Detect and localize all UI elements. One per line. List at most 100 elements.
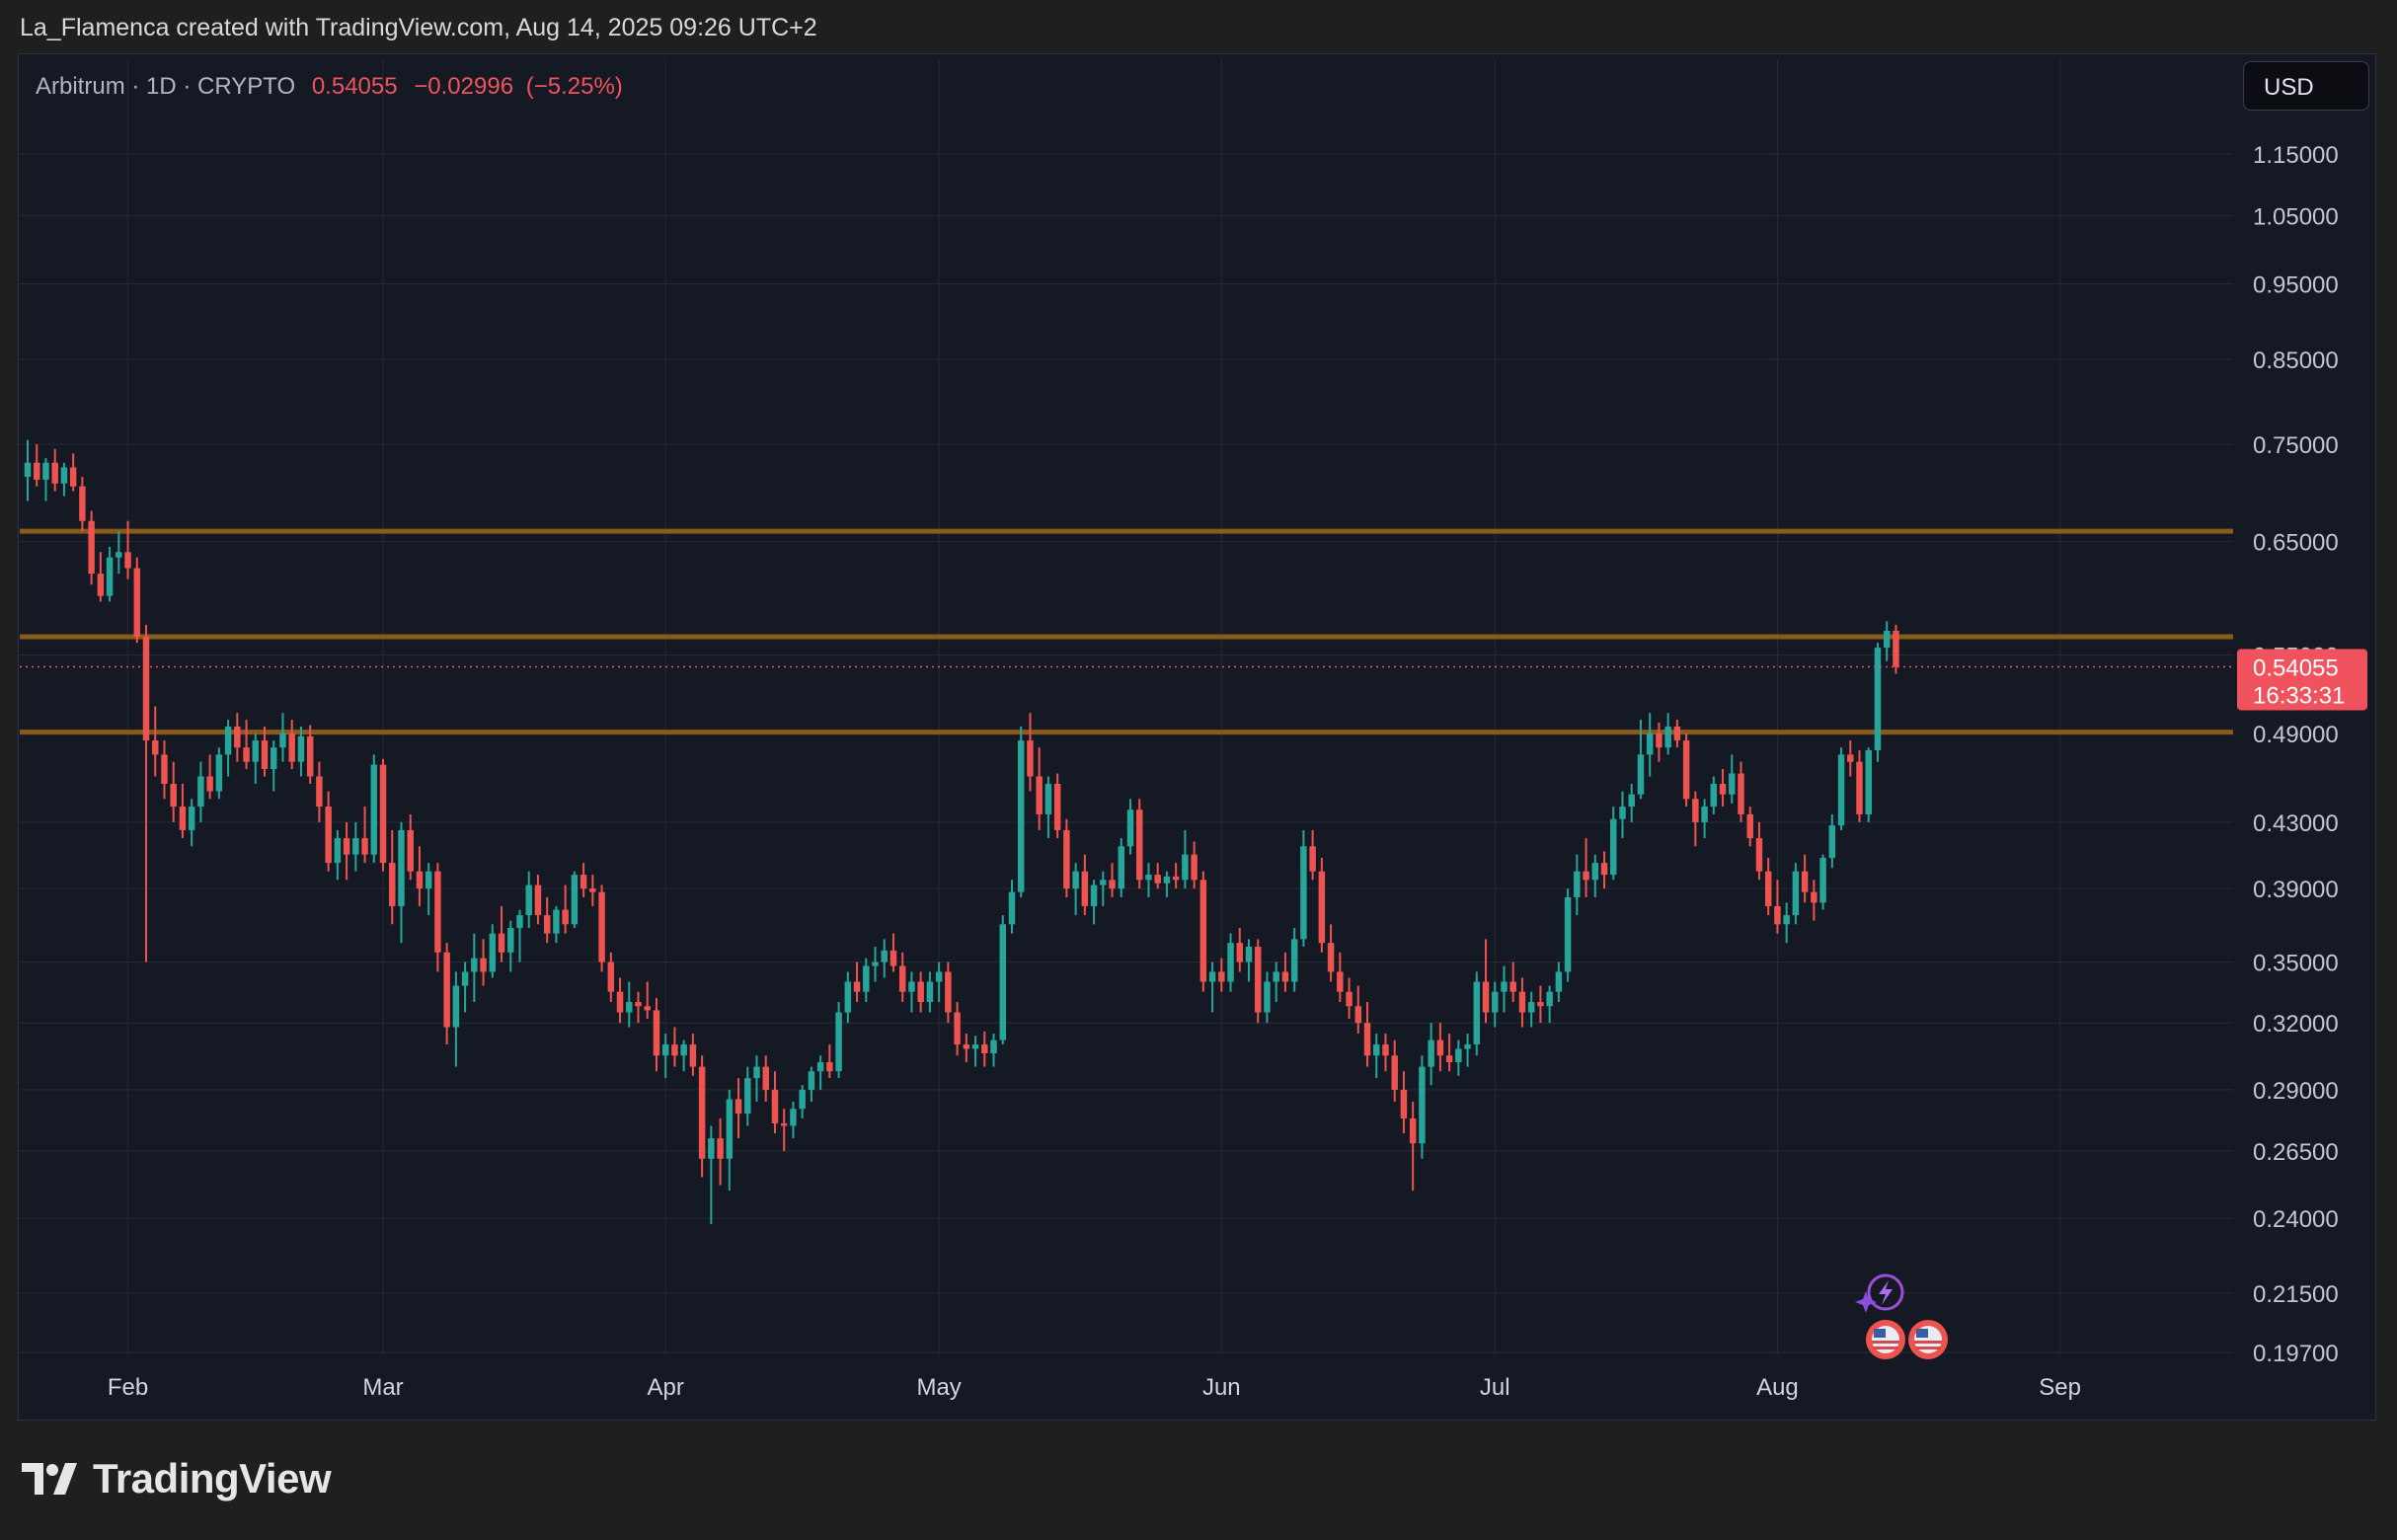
candle[interactable] — [24, 439, 32, 501]
candle[interactable] — [1017, 727, 1025, 897]
candle[interactable] — [835, 1002, 842, 1079]
candle[interactable] — [1774, 880, 1781, 934]
candle[interactable] — [1729, 754, 1736, 804]
candle[interactable] — [1036, 747, 1043, 830]
candle[interactable] — [361, 807, 368, 864]
candle[interactable] — [945, 962, 952, 1024]
candle[interactable] — [1154, 863, 1161, 889]
candle[interactable] — [334, 829, 342, 881]
candle[interactable] — [1391, 1040, 1398, 1102]
candle[interactable] — [1409, 1101, 1417, 1192]
candle[interactable] — [1163, 871, 1171, 897]
candle[interactable] — [661, 1034, 669, 1079]
candle[interactable] — [1746, 807, 1753, 847]
candle[interactable] — [215, 747, 223, 800]
candle[interactable] — [1883, 621, 1891, 661]
candle[interactable] — [1346, 977, 1353, 1019]
candle[interactable] — [1063, 818, 1070, 897]
candle[interactable] — [926, 971, 934, 1013]
candle[interactable] — [1501, 965, 1508, 1013]
candle[interactable] — [1473, 971, 1481, 1056]
candle[interactable] — [1464, 1034, 1471, 1067]
candle[interactable] — [79, 477, 86, 532]
candle[interactable] — [389, 829, 396, 925]
candle[interactable] — [1692, 791, 1699, 847]
candle[interactable] — [425, 863, 432, 916]
candle[interactable] — [206, 754, 213, 800]
candle[interactable] — [507, 920, 514, 972]
candle[interactable] — [197, 761, 204, 822]
candle[interactable] — [1619, 791, 1626, 839]
candle[interactable] — [844, 971, 852, 1024]
candle[interactable] — [935, 962, 943, 1003]
candle[interactable] — [562, 885, 569, 934]
candle[interactable] — [771, 1071, 779, 1134]
candle[interactable] — [1400, 1071, 1408, 1134]
candle[interactable] — [434, 863, 441, 972]
candle[interactable] — [780, 1109, 788, 1151]
candle[interactable] — [990, 1034, 997, 1067]
candle[interactable] — [863, 958, 870, 1003]
candle[interactable] — [1847, 740, 1854, 777]
candle[interactable] — [471, 933, 478, 1003]
candle[interactable] — [516, 909, 523, 962]
currency-button[interactable]: USD — [2243, 61, 2369, 111]
candle[interactable] — [1373, 1034, 1380, 1079]
candle[interactable] — [589, 875, 596, 906]
candle[interactable] — [69, 453, 77, 492]
candle[interactable] — [1719, 769, 1727, 808]
candle[interactable] — [443, 943, 450, 1045]
candle[interactable] — [316, 761, 323, 822]
candle[interactable] — [598, 885, 605, 972]
candle[interactable] — [1755, 821, 1763, 881]
candle[interactable] — [1382, 1034, 1389, 1072]
candle[interactable] — [398, 821, 405, 944]
candle[interactable] — [971, 1036, 979, 1067]
candle[interactable] — [279, 713, 286, 762]
candle[interactable] — [116, 531, 122, 575]
candle[interactable] — [161, 740, 168, 800]
candle[interactable] — [708, 1125, 715, 1224]
candle[interactable] — [1537, 985, 1544, 1024]
candle[interactable] — [1628, 784, 1635, 822]
candle[interactable] — [626, 981, 633, 1028]
candle[interactable] — [51, 448, 58, 492]
candle[interactable] — [179, 784, 187, 839]
candle[interactable] — [1710, 776, 1718, 814]
candle[interactable] — [1072, 863, 1079, 916]
candle[interactable] — [152, 706, 159, 777]
candle[interactable] — [1893, 624, 1899, 674]
candle[interactable] — [124, 520, 131, 579]
candle[interactable] — [799, 1085, 806, 1119]
candle[interactable] — [790, 1101, 797, 1139]
candle[interactable] — [1673, 720, 1681, 748]
chart-pane[interactable] — [18, 53, 2376, 1421]
candle[interactable] — [1208, 962, 1216, 1013]
candle[interactable] — [543, 896, 551, 944]
candle[interactable] — [1518, 977, 1526, 1028]
candle[interactable] — [1218, 958, 1225, 992]
candle[interactable] — [872, 946, 879, 982]
candle[interactable] — [1637, 720, 1645, 800]
candle[interactable] — [170, 761, 177, 822]
tradingview-logo[interactable]: TradingView — [22, 1455, 332, 1502]
candle[interactable] — [726, 1089, 734, 1192]
candle[interactable] — [1053, 773, 1061, 839]
candle[interactable] — [898, 952, 906, 1003]
candle[interactable] — [1445, 1034, 1453, 1072]
candle[interactable] — [60, 462, 68, 497]
candle[interactable] — [1801, 854, 1809, 903]
candle[interactable] — [580, 863, 587, 897]
candle[interactable] — [1363, 1002, 1371, 1067]
candle[interactable] — [142, 624, 150, 962]
candle[interactable] — [325, 791, 332, 872]
candle[interactable] — [1564, 888, 1572, 982]
candle[interactable] — [379, 758, 387, 872]
candle[interactable] — [461, 962, 469, 1013]
candle[interactable] — [1118, 838, 1124, 897]
candle[interactable] — [106, 546, 114, 602]
candle[interactable] — [1318, 858, 1326, 953]
candle[interactable] — [1738, 761, 1744, 822]
candle[interactable] — [1527, 991, 1535, 1028]
candle[interactable] — [234, 713, 241, 762]
